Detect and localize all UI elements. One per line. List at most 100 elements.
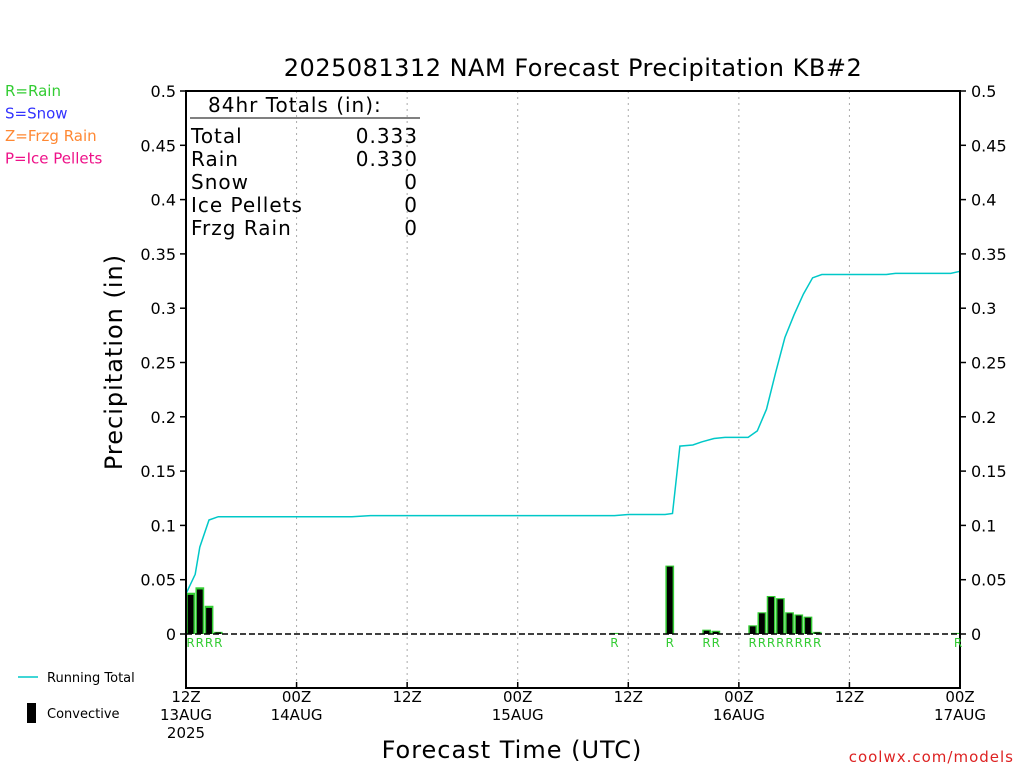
x-tick-label: 12Z [392,688,421,706]
convective-bar [759,613,765,634]
convective-bar [805,617,811,634]
x-tick-label: 12Z [835,688,864,706]
x-tick-label: 2025 [167,724,205,742]
y-tick-label-right: 0.15 [971,462,1007,481]
totals-row-label: Snow [191,170,249,194]
totals-header: 84hr Totals (in): [208,93,382,117]
y-tick-label-left: 0.3 [151,299,176,318]
y-axis-right: 0 0.05 0.1 0.15 0.2 0.25 0.3 0.35 0.4 0.45 0.5 [960,82,1007,644]
precip-type-letter: R [702,636,710,650]
totals-row-value: 0 [404,193,418,217]
y-tick-label-left: 0.05 [140,571,176,590]
totals-rows: Total 0.333 Rain 0.330 Snow 0 Ice Pellets 0 Frzg… [190,124,418,240]
convective-bar [768,597,774,634]
precip-type-letter: R [758,636,766,650]
x-tick-label: 15AUG [492,706,544,724]
precip-type-letter: R [954,636,962,650]
precip-type-letter: R [813,636,821,650]
legend-convective-label: Convective [47,707,120,722]
credit-text: coolwx.com/models [849,748,1014,766]
y-tick-label-left: 0.1 [151,516,176,535]
x-tick-label: 12Z [614,688,643,706]
x-tick-label: 00Z [945,688,974,706]
x-tick-label: 00Z [724,688,753,706]
totals-row-label: Rain [191,147,239,171]
totals-row-label: Frzg Rain [191,216,292,240]
convective-bar [187,594,194,634]
precip-type-letter: R [767,636,775,650]
y-tick-label-right: 0.5 [971,82,996,101]
totals-box: 84hr Totals (in): Total 0.333 Rain 0.330 Sno… [190,93,420,240]
precip-type-letter: R [610,636,618,650]
precip-type-letter: R [749,636,757,650]
precip-type-letter: R [785,636,793,650]
y-tick-label-right: 0.25 [971,354,1007,373]
convective-bar [749,626,756,634]
totals-row-label: Ice Pellets [191,193,303,217]
precip-type-letter: R [666,636,674,650]
precip-type-legend-item: Z=Frzg Rain [5,127,97,145]
totals-row-value: 0 [404,216,418,240]
precip-type-letter: R [186,636,194,650]
y-tick-label-right: 0.3 [971,299,996,318]
y-tick-label-right: 0.45 [971,136,1007,155]
convective-bar [712,631,719,634]
x-tick-label: 00Z [282,688,311,706]
running-total-line [185,270,961,595]
precip-type-letter: R [214,636,222,650]
y-tick-label-left: 0 [166,625,176,644]
plot-frame [185,90,961,689]
precipitation-bars [186,565,960,634]
legend-running-total-label: Running Total [47,671,135,686]
x-tick-label: 13AUG [160,706,212,724]
x-tick-label: 16AUG [713,706,765,724]
y-tick-label-right: 0.2 [971,408,996,427]
y-tick-label-left: 0.35 [140,245,176,264]
y-tick-label-right: 0.4 [971,191,996,210]
precip-type-letter: R [712,636,720,650]
precip-type-letter: R [776,636,784,650]
precip-type-legend-item: S=Snow [5,105,68,123]
y-tick-label-left: 0.5 [151,82,176,101]
y-tick-label-right: 0 [971,625,981,644]
precip-type-letter: R [804,636,812,650]
y-tick-label-right: 0.1 [971,516,996,535]
x-tick-label: 00Z [503,688,532,706]
convective-bar [206,607,212,634]
series-legend: Running Total Convective [18,671,135,723]
precip-type-letter: R [196,636,204,650]
precip-type-legend-item: R=Rain [5,82,61,100]
precip-type-letter: R [205,636,213,650]
convective-bar [795,615,802,634]
convective-bar [215,632,222,634]
x-axis-label: Forecast Time (UTC) [382,736,643,764]
y-tick-label-left: 0.25 [140,354,176,373]
convective-bar [196,589,203,634]
convective-bar [777,599,784,634]
y-tick-label-left: 0.4 [151,191,176,210]
precip-type-letter: R [795,636,803,650]
x-tick-label: 12Z [171,688,200,706]
totals-row-value: 0.333 [356,124,418,148]
y-tick-label-left: 0.15 [140,462,176,481]
running-total-layer [185,270,961,595]
x-tick-label: 17AUG [934,706,986,724]
convective-bar [666,566,673,634]
convective-bar [814,632,821,634]
y-axis-left: 0 0.05 0.1 0.15 0.2 0.25 0.3 0.35 0.4 0.45 0.5 [140,82,186,644]
totals-row-label: Total [190,124,243,148]
y-axis-label: Precipitation (in) [100,254,128,470]
totals-row-value: 0.330 [356,147,418,171]
precip-type-legend-item: P=Ice Pellets [5,150,102,168]
chart-title: 2025081312 NAM Forecast Precipitation KB… [284,54,862,82]
y-tick-label-right: 0.35 [971,245,1007,264]
y-tick-label-left: 0.45 [140,136,176,155]
convective-bar [703,630,710,634]
y-tick-label-left: 0.2 [151,408,176,427]
y-tick-label-right: 0.05 [971,571,1007,590]
x-tick-label: 14AUG [271,706,323,724]
